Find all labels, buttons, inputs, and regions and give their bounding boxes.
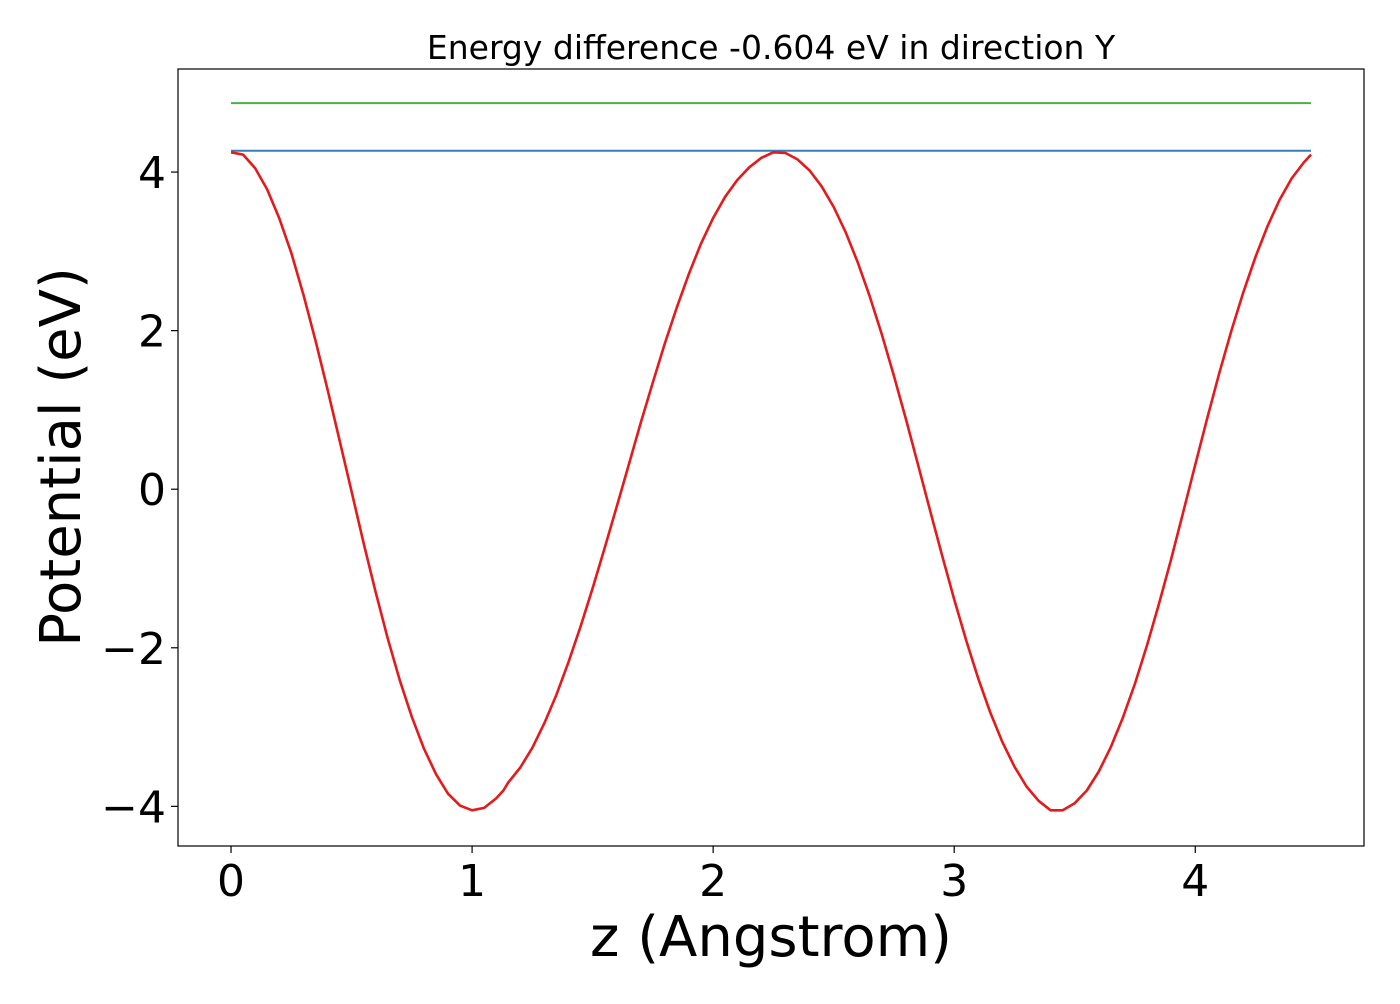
y-axis-label: Potential (eV) [29, 267, 94, 647]
y-tick-label-0: −4 [101, 782, 166, 833]
chart-title: Energy difference -0.604 eV in direction… [427, 28, 1116, 67]
x-tick-label-4: 4 [1181, 856, 1209, 907]
y-axis-ticks: −4 −2 0 2 4 [101, 148, 178, 833]
series-layer [230, 102, 1312, 812]
x-tick-label-0: 0 [217, 856, 245, 907]
x-tick-label-1: 1 [458, 856, 486, 907]
series-line-potential-profile [230, 151, 1312, 812]
y-tick-label-4: 4 [138, 148, 166, 199]
y-tick-label-1: −2 [101, 624, 166, 675]
y-tick-label-2: 0 [138, 465, 166, 516]
x-tick-label-2: 2 [699, 856, 727, 907]
x-axis-label: z (Angstrom) [590, 905, 952, 970]
plot-area [177, 68, 1365, 847]
x-axis-ticks: 0 1 2 3 4 [217, 846, 1209, 907]
axes-frame [177, 68, 1365, 847]
x-tick-label-3: 3 [940, 856, 968, 907]
y-tick-label-3: 2 [138, 307, 166, 358]
